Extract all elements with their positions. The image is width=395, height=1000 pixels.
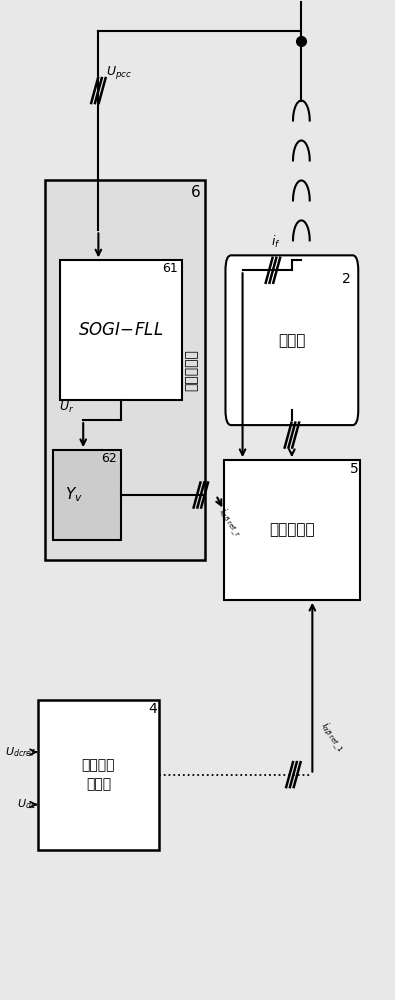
Bar bbox=[224, 460, 360, 600]
Text: 2: 2 bbox=[342, 272, 351, 286]
Text: 6: 6 bbox=[191, 185, 201, 200]
Bar bbox=[60, 260, 182, 400]
Text: $i_f$: $i_f$ bbox=[271, 234, 281, 250]
Text: $Y_v$: $Y_v$ bbox=[65, 486, 83, 504]
Text: 换流器: 换流器 bbox=[278, 333, 306, 348]
Text: $U_r$: $U_r$ bbox=[58, 400, 74, 415]
Text: $U_{dc}$: $U_{dc}$ bbox=[17, 798, 36, 811]
Text: $U_{dcref}$: $U_{dcref}$ bbox=[5, 745, 36, 759]
Text: 5: 5 bbox=[350, 462, 358, 476]
Text: $i_{\alpha\beta\,\mathrm{ref\_1}}$: $i_{\alpha\beta\,\mathrm{ref\_1}}$ bbox=[316, 719, 348, 755]
Text: 电流控制器: 电流控制器 bbox=[269, 522, 315, 537]
Text: 4: 4 bbox=[149, 702, 157, 716]
Text: 直流电压
控制器: 直流电压 控制器 bbox=[82, 758, 115, 791]
Bar bbox=[45, 180, 205, 560]
Text: 61: 61 bbox=[162, 262, 178, 275]
Bar bbox=[53, 450, 121, 540]
Text: 谐振控制器: 谐振控制器 bbox=[184, 349, 198, 391]
Bar bbox=[38, 700, 159, 850]
Text: 62: 62 bbox=[102, 452, 117, 465]
Text: $SOGI\!-\!FLL$: $SOGI\!-\!FLL$ bbox=[78, 322, 164, 339]
Text: $i_{\alpha\beta\,\mathrm{ref\_r}}$: $i_{\alpha\beta\,\mathrm{ref\_r}}$ bbox=[214, 505, 245, 540]
FancyBboxPatch shape bbox=[226, 255, 358, 425]
Text: $U_{pcc}$: $U_{pcc}$ bbox=[106, 64, 132, 81]
